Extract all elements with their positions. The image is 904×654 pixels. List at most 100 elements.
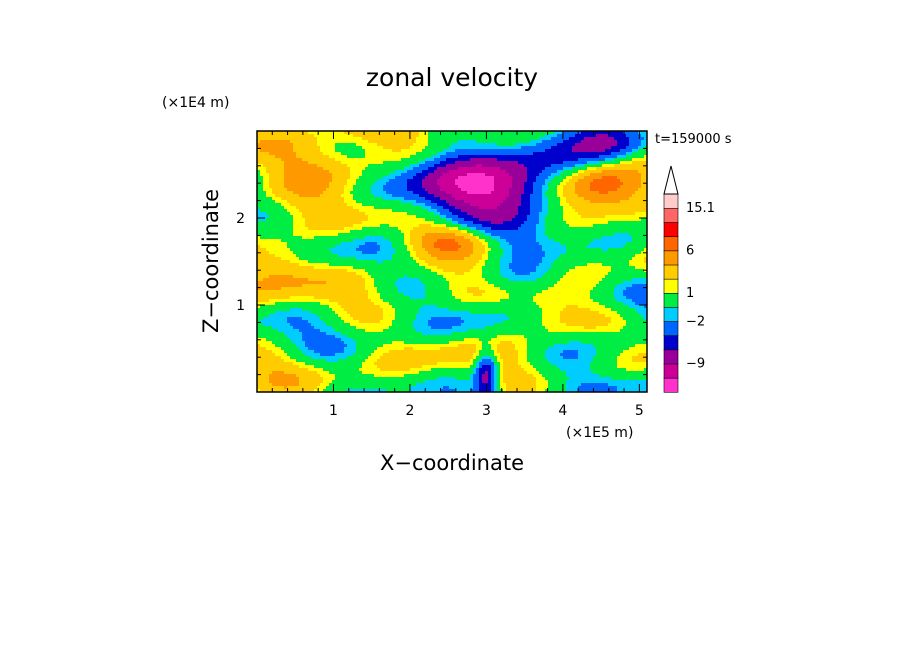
heatmap-cell [488,233,492,237]
heatmap-cell [404,194,408,198]
heatmap-cell [422,206,426,210]
heatmap-cell [449,206,453,210]
heatmap-cell [587,143,591,147]
heatmap-cell [398,149,402,153]
heatmap-cell [443,221,447,225]
heatmap-cell [485,221,489,225]
heatmap-cell [578,218,582,222]
heatmap-cell [479,149,483,153]
heatmap-cell [341,233,345,237]
heatmap-cell [635,164,639,168]
heatmap-cell [605,131,609,135]
heatmap-cell [602,242,606,246]
heatmap-cell [374,182,378,186]
heatmap-cell [443,194,447,198]
heatmap-cell [410,197,414,201]
heatmap-cell [644,233,647,237]
heatmap-cell [458,215,462,219]
heatmap-cell [386,221,390,225]
heatmap-cell [320,158,324,162]
heatmap-cell [509,194,513,198]
heatmap-cell [398,200,402,204]
heatmap-cell [569,218,573,222]
heatmap-cell [602,191,606,195]
heatmap-cell [494,194,498,198]
heatmap-cell [368,167,372,171]
heatmap-cell [602,200,606,204]
heatmap-cell [593,239,597,243]
heatmap-cell [440,224,444,228]
heatmap-cell [332,155,336,159]
heatmap-cell [320,227,324,231]
heatmap-cell [392,167,396,171]
heatmap-cell [290,212,294,216]
heatmap-cell [593,131,597,135]
heatmap-cell [284,140,288,144]
heatmap-cell [587,170,591,174]
heatmap-cell [314,134,318,138]
heatmap-cell [326,194,330,198]
heatmap-cell [362,242,366,246]
heatmap-cell [641,197,645,201]
heatmap-cell [386,170,390,174]
heatmap-cell [374,206,378,210]
heatmap-cell [491,203,495,207]
heatmap-cell [380,185,384,189]
heatmap-cell [446,188,450,192]
heatmap-cell [371,167,375,171]
heatmap-cell [305,146,309,150]
heatmap-cell [512,188,516,192]
heatmap-cell [434,239,438,243]
heatmap-cell [284,170,288,174]
heatmap-cell [341,173,345,177]
heatmap-cell [452,203,456,207]
heatmap-cell [401,170,405,174]
heatmap-cell [293,212,297,216]
heatmap-cell [473,137,477,141]
heatmap-cell [503,233,507,237]
heatmap-cell [635,170,639,174]
heatmap-cell [401,218,405,222]
heatmap-cell [350,236,354,240]
heatmap-cell [584,215,588,219]
heatmap-cell [503,137,507,141]
heatmap-cell [347,242,351,246]
heatmap-cell [263,131,267,135]
heatmap-cell [575,218,579,222]
heatmap-cell [404,131,408,135]
heatmap-cell [407,164,411,168]
heatmap-cell [362,143,366,147]
heatmap-cell [287,206,291,210]
heatmap-cell [404,227,408,231]
heatmap-cell [644,140,647,144]
heatmap-cell [380,215,384,219]
heatmap-cell [347,179,351,183]
heatmap-cell [338,236,342,240]
heatmap-cell [578,203,582,207]
heatmap-cell [566,236,570,240]
heatmap-cell [566,242,570,246]
heatmap-cell [410,161,414,165]
heatmap-cell [638,143,642,147]
heatmap-cell [449,146,453,150]
heatmap-cell [461,140,465,144]
heatmap-cell [635,218,639,222]
heatmap-cell [380,209,384,213]
heatmap-cell [347,170,351,174]
heatmap-cell [479,188,483,192]
heatmap-cell [560,239,564,243]
heatmap-cell [587,152,591,156]
heatmap-cell [590,200,594,204]
heatmap-cell [275,224,279,228]
heatmap-cell [590,194,594,198]
heatmap-cell [524,158,528,162]
heatmap-cell [395,245,399,249]
heatmap-cell [383,146,387,150]
heatmap-cell [497,179,501,183]
heatmap-cell [593,146,597,150]
heatmap-cell [644,176,647,180]
heatmap-cell [311,176,315,180]
heatmap-cell [323,188,327,192]
heatmap-cell [620,164,624,168]
heatmap-cell [413,206,417,210]
